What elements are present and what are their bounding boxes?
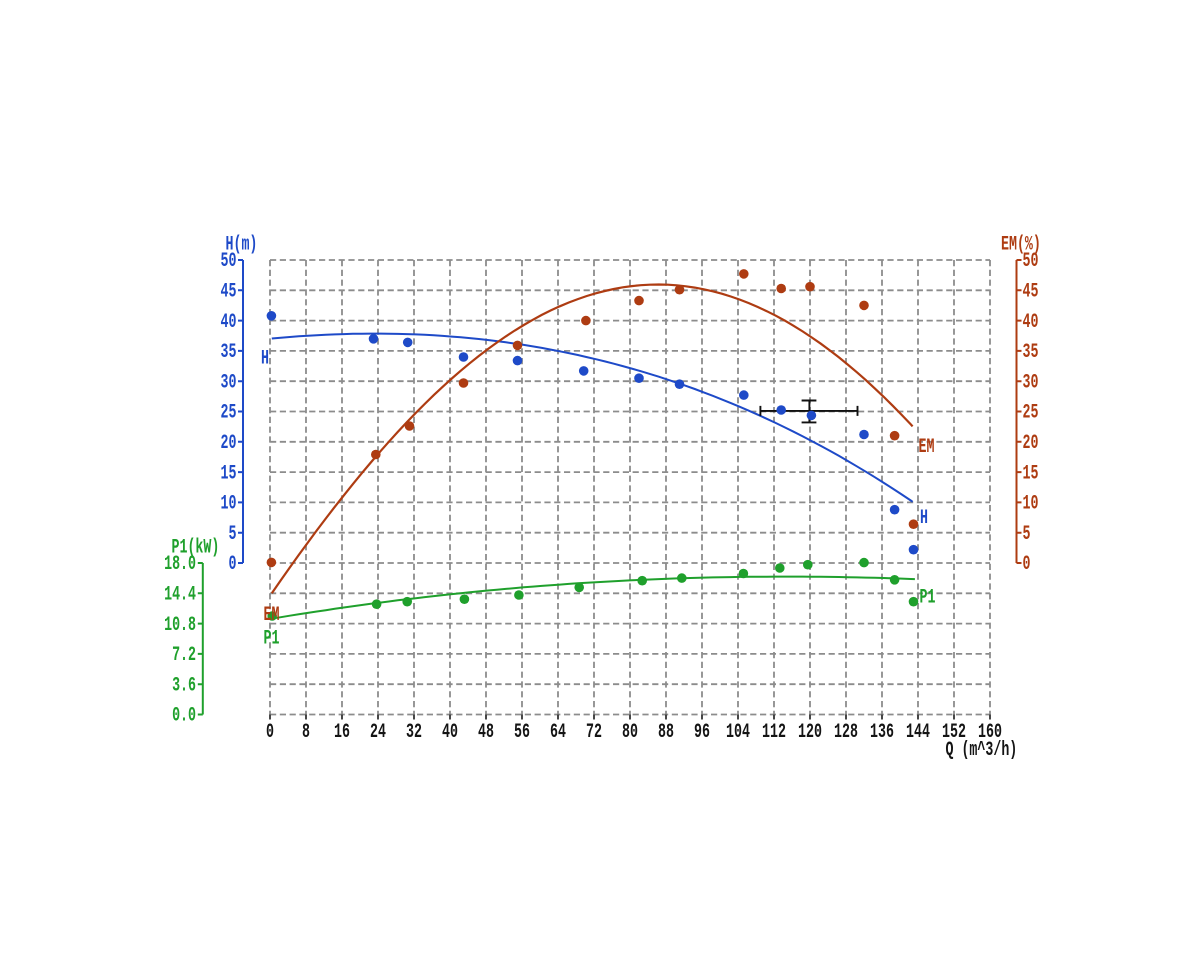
svg-text:112: 112 — [762, 722, 786, 744]
svg-text:18.0: 18.0 — [164, 554, 196, 576]
svg-text:Q (m^3/h): Q (m^3/h) — [946, 740, 1018, 762]
svg-text:0: 0 — [1023, 554, 1031, 576]
svg-text:56: 56 — [514, 722, 530, 744]
svg-text:45: 45 — [221, 281, 237, 303]
svg-text:5: 5 — [229, 524, 237, 546]
svg-text:96: 96 — [694, 722, 710, 744]
svg-text:24: 24 — [370, 722, 386, 744]
svg-text:40: 40 — [1023, 311, 1039, 333]
svg-text:H: H — [920, 508, 928, 530]
svg-text:144: 144 — [906, 722, 930, 744]
svg-text:0: 0 — [266, 722, 274, 744]
svg-text:10: 10 — [221, 493, 237, 515]
svg-text:14.4: 14.4 — [164, 584, 196, 606]
svg-text:152: 152 — [942, 722, 966, 744]
svg-text:48: 48 — [478, 722, 494, 744]
svg-text:30: 30 — [1023, 372, 1039, 394]
svg-text:16: 16 — [334, 722, 350, 744]
svg-text:EM: EM — [264, 605, 280, 627]
svg-text:3.6: 3.6 — [172, 675, 196, 697]
svg-text:35: 35 — [221, 342, 237, 364]
svg-text:15: 15 — [221, 463, 237, 485]
svg-text:128: 128 — [834, 722, 858, 744]
svg-text:25: 25 — [221, 402, 237, 424]
svg-text:10: 10 — [1023, 493, 1039, 515]
svg-text:20: 20 — [221, 433, 237, 455]
svg-text:8: 8 — [302, 722, 310, 744]
svg-text:50: 50 — [1023, 251, 1039, 273]
svg-text:15: 15 — [1023, 463, 1039, 485]
svg-text:45: 45 — [1023, 281, 1039, 303]
svg-text:7.2: 7.2 — [172, 645, 196, 667]
svg-text:32: 32 — [406, 722, 422, 744]
svg-text:120: 120 — [798, 722, 822, 744]
svg-text:104: 104 — [726, 722, 750, 744]
svg-text:72: 72 — [586, 722, 602, 744]
svg-text:40: 40 — [442, 722, 458, 744]
svg-text:P1: P1 — [264, 628, 280, 650]
svg-text:10.8: 10.8 — [164, 614, 196, 636]
svg-text:88: 88 — [658, 722, 674, 744]
svg-text:40: 40 — [221, 311, 237, 333]
svg-text:P1(kW): P1(kW) — [172, 537, 220, 559]
svg-text:35: 35 — [1023, 342, 1039, 364]
svg-text:H: H — [261, 348, 269, 370]
svg-text:H(m): H(m) — [226, 234, 258, 256]
svg-text:20: 20 — [1023, 433, 1039, 455]
svg-text:0: 0 — [229, 554, 237, 576]
svg-text:136: 136 — [870, 722, 894, 744]
svg-text:5: 5 — [1023, 524, 1031, 546]
svg-text:0.0: 0.0 — [172, 705, 196, 727]
svg-text:160: 160 — [978, 722, 1002, 744]
svg-text:25: 25 — [1023, 402, 1039, 424]
svg-text:EM: EM — [919, 437, 935, 459]
svg-text:80: 80 — [622, 722, 638, 744]
svg-text:EM(%): EM(%) — [1001, 234, 1041, 256]
svg-text:30: 30 — [221, 372, 237, 394]
svg-text:64: 64 — [550, 722, 566, 744]
svg-text:50: 50 — [221, 251, 237, 273]
svg-text:P1: P1 — [920, 587, 936, 609]
